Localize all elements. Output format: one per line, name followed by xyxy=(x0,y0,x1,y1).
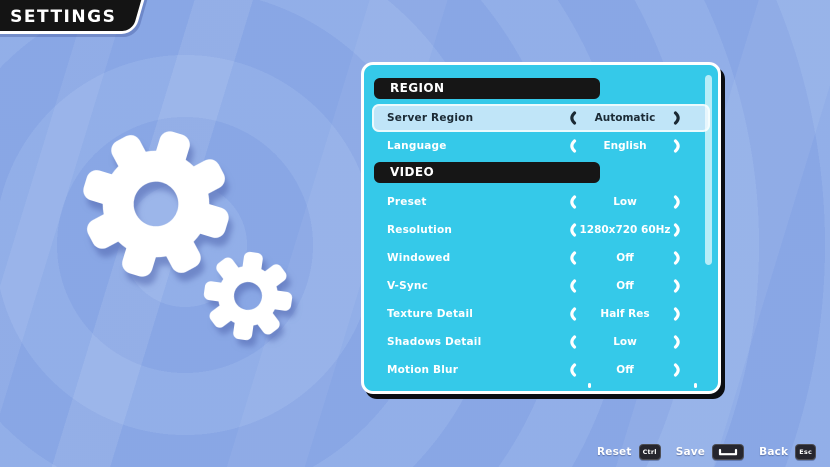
setting-label: Language xyxy=(387,140,447,152)
left-arrow-icon[interactable] xyxy=(566,279,577,293)
section-header: REGION xyxy=(374,78,600,99)
page-title: SETTINGS xyxy=(10,6,117,27)
settings-row[interactable]: Preset Low xyxy=(374,190,708,214)
right-arrow-icon[interactable] xyxy=(673,223,684,237)
setting-label: Server Region xyxy=(387,112,474,124)
left-arrow-icon[interactable] xyxy=(566,251,577,265)
settings-panel: REGION Server Region Automatic Language Engl… xyxy=(361,62,721,394)
small-gear-icon xyxy=(203,251,293,341)
scrollbar-thumb[interactable] xyxy=(705,75,712,265)
setting-label: V-Sync xyxy=(387,280,429,292)
right-arrow-icon[interactable] xyxy=(673,195,684,209)
reset-button[interactable]: Reset Ctrl xyxy=(597,444,661,460)
setting-label: Resolution xyxy=(387,224,453,236)
settings-row[interactable]: Resolution 1280x720 60Hz xyxy=(374,218,708,242)
setting-value: Low xyxy=(613,336,637,348)
setting-label: Shadows Detail xyxy=(387,336,482,348)
save-button[interactable]: Save xyxy=(675,444,745,460)
left-arrow-icon[interactable] xyxy=(566,111,577,125)
setting-label: Texture Detail xyxy=(387,308,474,320)
value-stepper: Off xyxy=(566,279,684,293)
esc-key-badge: Esc xyxy=(795,444,816,460)
panel-content: REGION Server Region Automatic Language Engl… xyxy=(364,65,718,391)
value-stepper: Low xyxy=(566,335,684,349)
settings-row[interactable]: Language English xyxy=(374,134,708,158)
value-stepper: 1280x720 60Hz xyxy=(566,223,684,237)
setting-value: 1280x720 60Hz xyxy=(579,224,671,236)
right-arrow-icon[interactable] xyxy=(673,111,684,125)
left-arrow-icon[interactable] xyxy=(566,363,577,377)
spacebar-key-badge xyxy=(712,444,745,460)
value-stepper: English xyxy=(566,139,684,153)
setting-value: Automatic xyxy=(594,112,656,124)
left-arrow-icon[interactable] xyxy=(566,223,577,237)
settings-row[interactable]: Motion Blur Off xyxy=(374,358,708,382)
settings-row[interactable]: V-Sync Off xyxy=(374,274,708,298)
back-label: Back xyxy=(759,446,789,458)
value-stepper: Low xyxy=(566,195,684,209)
back-button[interactable]: Back Esc xyxy=(759,444,816,460)
setting-label: Windowed xyxy=(387,252,451,264)
right-arrow-icon[interactable] xyxy=(673,279,684,293)
right-arrow-icon[interactable] xyxy=(673,139,684,153)
footer-shortcuts: Reset Ctrl Save Back Esc xyxy=(597,444,816,460)
clipped-row-left-arrow-tip xyxy=(588,383,591,388)
setting-label: Motion Blur xyxy=(387,364,459,376)
settings-row[interactable]: Shadows Detail Low xyxy=(374,330,708,354)
settings-title-banner: SETTINGS xyxy=(0,0,147,34)
section-header: VIDEO xyxy=(374,162,600,183)
setting-value: Off xyxy=(616,252,634,264)
left-arrow-icon[interactable] xyxy=(566,335,577,349)
value-stepper: Automatic xyxy=(566,111,684,125)
setting-value: Off xyxy=(616,280,634,292)
spacebar-key-icon xyxy=(719,448,738,455)
setting-value: Half Res xyxy=(600,308,650,320)
right-arrow-icon[interactable] xyxy=(673,251,684,265)
settings-row[interactable]: Texture Detail Half Res xyxy=(374,302,708,326)
value-stepper: Off xyxy=(566,363,684,377)
left-arrow-icon[interactable] xyxy=(566,307,577,321)
gear-icon xyxy=(83,131,229,277)
ctrl-key-badge: Ctrl xyxy=(638,444,661,460)
right-arrow-icon[interactable] xyxy=(673,307,684,321)
left-arrow-icon[interactable] xyxy=(566,139,577,153)
value-stepper: Half Res xyxy=(566,307,684,321)
left-arrow-icon[interactable] xyxy=(566,195,577,209)
reset-label: Reset xyxy=(596,446,632,458)
setting-value: English xyxy=(603,140,647,152)
value-stepper: Off xyxy=(566,251,684,265)
clipped-row-right-arrow-tip xyxy=(694,383,697,388)
setting-value: Off xyxy=(616,364,634,376)
setting-value: Low xyxy=(613,196,637,208)
settings-row[interactable]: Windowed Off xyxy=(374,246,708,270)
setting-label: Preset xyxy=(387,196,427,208)
right-arrow-icon[interactable] xyxy=(673,363,684,377)
right-arrow-icon[interactable] xyxy=(673,335,684,349)
settings-row[interactable]: Server Region Automatic xyxy=(374,106,708,130)
save-label: Save xyxy=(675,446,706,458)
